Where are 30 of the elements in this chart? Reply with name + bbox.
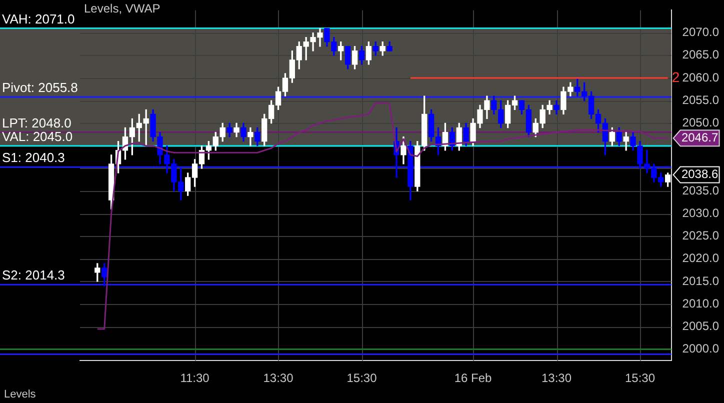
y-tick-label: 2005.0	[682, 319, 720, 334]
x-tick-label: 13:30	[263, 371, 294, 386]
x-tick-label: 11:30	[180, 371, 210, 386]
ref-line-label: Pivot: 2055.8	[2, 80, 78, 96]
y-tick-label: 2015.0	[682, 274, 720, 288]
series-label: 2	[672, 68, 680, 85]
data-label: 2046.7	[681, 130, 718, 144]
y-tick-label: 2050.0	[682, 116, 720, 130]
text: 2038.6	[681, 167, 718, 182]
y-tick-label: 2010.0	[682, 296, 720, 310]
y-tick-label: 2035.0	[682, 183, 720, 198]
y-tick-label: 2065.0	[682, 48, 720, 62]
y-tick-label: 2070.0	[682, 25, 720, 40]
ref-line-label: LPT: 2048.0	[2, 115, 72, 130]
x-tick-label: 13:30	[542, 371, 572, 386]
y-tick-label: 2020.0	[682, 251, 720, 266]
y-tick-label: 2055.0	[682, 92, 720, 107]
x-tick-label: 16 Feb	[454, 371, 492, 386]
ref-line-label: VAL: 2045.0	[2, 128, 73, 144]
ref-line-label: S1: 2040.3	[2, 150, 65, 166]
ref-line-label: VAH: 2071.0	[2, 11, 75, 26]
ref-line-label: S2: 2014.3	[2, 268, 65, 283]
x-tick-label: 15:30	[624, 371, 656, 386]
y-tick-label: 2000.0	[682, 342, 720, 356]
chart-title: Levels, VWAP	[84, 1, 160, 16]
y-tick-label: 2025.0	[682, 228, 720, 243]
text: Levels	[4, 388, 36, 401]
y-tick-label: 2060.0	[682, 70, 720, 84]
x-tick-label: 15:30	[346, 371, 378, 386]
y-tick-label: 2030.0	[682, 206, 720, 220]
